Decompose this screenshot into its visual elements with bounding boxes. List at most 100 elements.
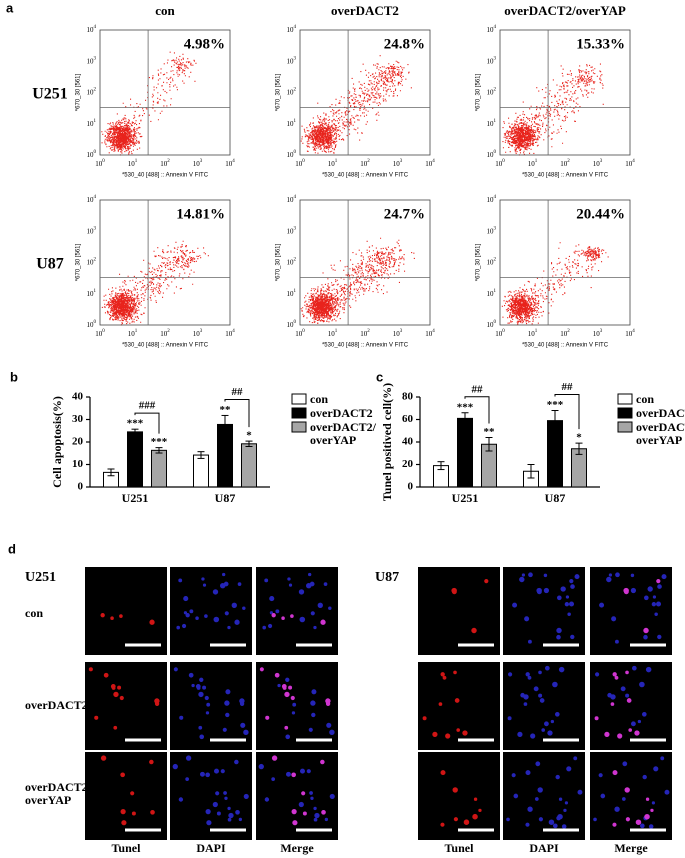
tick-base: 10 xyxy=(593,160,601,168)
tick-base: 10 xyxy=(625,330,633,338)
x-axis-label: *530_40 [488] :: Annexin V FITC xyxy=(122,343,209,349)
y-tick-label: 101 xyxy=(87,119,97,127)
tick-base: 10 xyxy=(393,160,401,168)
plot-frame xyxy=(99,199,231,326)
tick-base: 10 xyxy=(295,330,303,338)
y-axis-label: *670_30 [561] xyxy=(276,243,282,281)
tick-base: 10 xyxy=(593,330,601,338)
tick-exponent: 1 xyxy=(494,289,497,294)
tick-base: 10 xyxy=(487,227,495,235)
tick-exponent: 4 xyxy=(94,195,97,200)
x-tick-label: 101 xyxy=(328,159,338,167)
micrograph-field xyxy=(418,662,500,750)
tick-exponent: 0 xyxy=(302,329,305,334)
x-tick-label: 100 xyxy=(495,329,505,337)
x-tick-label: 104 xyxy=(225,329,235,337)
y-tick-label: 100 xyxy=(287,150,297,158)
tick-base: 10 xyxy=(287,321,295,329)
y-tick-label: 20 xyxy=(402,458,414,470)
tick-base: 10 xyxy=(328,160,336,168)
y-axis-label: *670_30 [561] xyxy=(476,73,482,111)
tick-exponent: 1 xyxy=(494,119,497,124)
micrograph xyxy=(503,662,585,750)
tick-exponent: 4 xyxy=(494,195,497,200)
tick-base: 10 xyxy=(425,160,433,168)
micrograph xyxy=(256,752,338,840)
significance: ** xyxy=(484,426,496,438)
y-tick-label: 102 xyxy=(287,258,297,266)
tick-exponent: 4 xyxy=(94,25,97,30)
column-label: Merge xyxy=(280,841,314,855)
tick-base: 10 xyxy=(287,57,295,65)
tick-exponent: 2 xyxy=(367,159,370,164)
tick-exponent: 0 xyxy=(102,159,105,164)
tick-exponent: 2 xyxy=(494,258,497,263)
tick-exponent: 4 xyxy=(232,329,235,334)
tick-exponent: 4 xyxy=(494,25,497,30)
comparison-label: ## xyxy=(232,386,244,398)
legend-swatch xyxy=(617,393,633,405)
tick-exponent: 3 xyxy=(400,159,403,164)
significance: *** xyxy=(457,401,474,413)
tick-exponent: 1 xyxy=(294,119,297,124)
tick-exponent: 3 xyxy=(400,329,403,334)
dapi-signal xyxy=(172,755,249,826)
tick-base: 10 xyxy=(495,160,503,168)
event-dots xyxy=(300,237,415,324)
y-tick-label: 100 xyxy=(87,150,97,158)
tick-exponent: 0 xyxy=(502,159,505,164)
x-axis-label: *530_40 [488] :: Annexin V FITC xyxy=(322,173,409,179)
tick-base: 10 xyxy=(287,289,295,297)
tick-exponent: 3 xyxy=(494,56,497,61)
tick-base: 10 xyxy=(287,151,295,159)
tick-base: 10 xyxy=(487,26,495,34)
y-tick-label: 10 xyxy=(72,458,84,470)
tick-exponent: 0 xyxy=(94,320,97,325)
tick-exponent: 3 xyxy=(294,226,297,231)
micrograph-field xyxy=(256,662,338,750)
x-tick-label: U87 xyxy=(215,491,236,505)
percentage: 24.8% xyxy=(384,36,425,52)
plot-frame xyxy=(299,29,431,156)
legend-swatch xyxy=(617,421,633,433)
tick-exponent: 3 xyxy=(494,226,497,231)
legend-swatch xyxy=(291,421,307,433)
row-label: U87 xyxy=(36,256,64,273)
x-tick-label: 101 xyxy=(128,329,138,337)
plot-frame xyxy=(299,199,431,326)
tick-exponent: 3 xyxy=(94,56,97,61)
tunel-signal xyxy=(422,670,468,739)
merge-signal xyxy=(271,755,326,826)
x-tick-label: 102 xyxy=(160,159,170,167)
tick-base: 10 xyxy=(287,196,295,204)
group-label: U87 xyxy=(375,570,399,585)
column-label: Tunel xyxy=(445,841,475,855)
percentage: 4.98% xyxy=(184,36,225,52)
y-tick-label: 103 xyxy=(487,226,497,234)
tick-base: 10 xyxy=(487,88,495,96)
y-tick-label: 104 xyxy=(487,25,497,33)
comparison-bracket xyxy=(224,398,250,428)
tick-exponent: 4 xyxy=(632,159,635,164)
y-tick-label: 0 xyxy=(78,481,84,493)
micrograph xyxy=(170,752,252,840)
tick-base: 10 xyxy=(528,160,536,168)
y-tick-label: 101 xyxy=(487,119,497,127)
tick-exponent: 2 xyxy=(294,258,297,263)
y-tick-label: 100 xyxy=(287,320,297,328)
legend-swatch xyxy=(291,407,307,419)
y-axis-label: Tunel positived cell(%) xyxy=(380,383,394,501)
comparison-bracket xyxy=(554,394,580,430)
plot-frame xyxy=(499,29,631,156)
y-tick-label: 102 xyxy=(487,88,497,96)
tick-base: 10 xyxy=(225,330,233,338)
significance: *** xyxy=(547,399,564,411)
x-tick-label: 102 xyxy=(160,329,170,337)
tick-exponent: 3 xyxy=(200,329,203,334)
x-axis-label: *530_40 [488] :: Annexin V FITC xyxy=(522,343,609,349)
y-axis-label: Cell apoptosis(%) xyxy=(50,396,64,488)
tick-base: 10 xyxy=(87,57,95,65)
y-tick-label: 100 xyxy=(487,320,497,328)
y-tick-label: 104 xyxy=(287,195,297,203)
x-tick-label: 100 xyxy=(95,159,105,167)
